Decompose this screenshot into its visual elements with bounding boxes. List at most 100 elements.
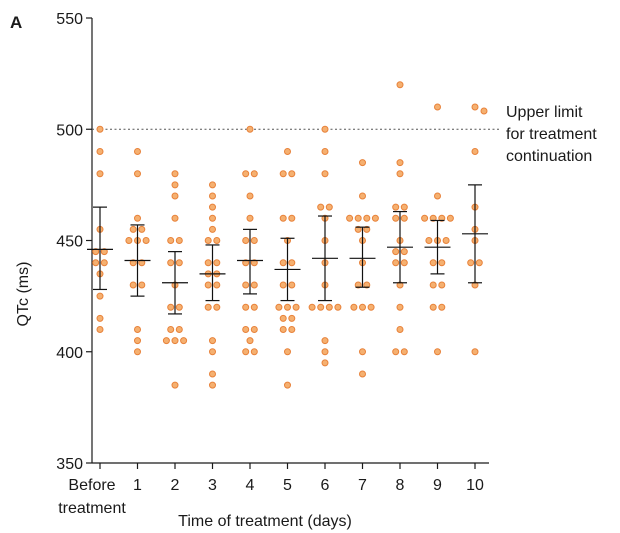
- y-tick-label: 550: [56, 11, 83, 28]
- data-point: [96, 125, 104, 133]
- data-point: [396, 303, 404, 311]
- data-point: [396, 81, 404, 89]
- data-point: [167, 237, 175, 244]
- x-tick-label: 4: [246, 477, 255, 494]
- data-point: [275, 303, 283, 311]
- y-tick-label: 400: [56, 345, 83, 362]
- data-point: [209, 337, 216, 345]
- data-point: [321, 348, 329, 356]
- data-point: [429, 259, 437, 267]
- data-point: [325, 303, 333, 311]
- data-point: [209, 214, 216, 222]
- data-point: [392, 259, 400, 267]
- data-point: [242, 237, 250, 244]
- data-point: [175, 326, 183, 333]
- data-point: [429, 281, 437, 289]
- data-point: [171, 170, 179, 178]
- data-point: [446, 214, 454, 222]
- data-point: [171, 214, 179, 222]
- data-point: [396, 326, 404, 333]
- data-point: [175, 259, 183, 267]
- mean-error-bars: [87, 184, 488, 315]
- data-point: [129, 259, 137, 267]
- data-point: [438, 214, 446, 222]
- data-point: [363, 214, 371, 222]
- data-point: [284, 303, 291, 311]
- data-point: [250, 170, 258, 178]
- legend-marker: [480, 107, 488, 115]
- data-point: [96, 314, 104, 322]
- data-point: [359, 159, 366, 167]
- data-point: [96, 292, 104, 300]
- data-point: [288, 326, 296, 333]
- data-point: [317, 303, 325, 311]
- data-point: [242, 259, 250, 267]
- data-point: [438, 303, 446, 311]
- data-point: [209, 181, 216, 189]
- data-point: [129, 281, 137, 289]
- data-point: [204, 303, 212, 311]
- data-point: [334, 303, 342, 311]
- data-point: [279, 259, 287, 267]
- data-point: [250, 326, 258, 333]
- data-point: [142, 237, 150, 244]
- data-point: [167, 303, 175, 311]
- reference-legend: Upper limit for treatment continuation: [480, 104, 597, 165]
- data-point: [279, 326, 287, 333]
- data-point: [321, 359, 329, 367]
- data-point: [167, 259, 175, 267]
- data-point: [171, 381, 179, 389]
- data-point: [138, 259, 146, 267]
- data-point: [250, 259, 258, 267]
- data-point: [392, 348, 400, 356]
- data-point: [92, 248, 100, 256]
- data-point: [209, 192, 216, 200]
- data-point: [213, 303, 221, 311]
- data-point: [162, 337, 170, 345]
- data-point: [284, 381, 291, 389]
- x-tick-label: 7: [358, 477, 367, 494]
- data-point: [321, 170, 329, 178]
- data-point: [438, 259, 446, 267]
- x-tick-label: 5: [283, 477, 292, 494]
- data-point: [209, 348, 216, 356]
- data-point: [175, 303, 183, 311]
- data-point: [125, 237, 133, 244]
- x-axis-title: Time of treatment (days): [178, 513, 352, 530]
- data-point: [134, 337, 141, 345]
- data-point: [354, 281, 362, 289]
- data-point: [96, 148, 104, 155]
- y-tick-label: 500: [56, 122, 83, 139]
- data-point: [279, 170, 287, 178]
- data-point: [434, 192, 441, 200]
- data-point: [213, 259, 221, 267]
- data-point: [213, 281, 221, 289]
- data-point: [175, 237, 183, 244]
- data-point: [354, 214, 362, 222]
- data-point: [284, 348, 291, 356]
- data-point: [250, 281, 258, 289]
- data-point: [279, 281, 287, 289]
- data-point: [171, 181, 179, 189]
- data-point: [321, 125, 329, 133]
- data-point: [209, 370, 216, 378]
- data-point: [429, 303, 437, 311]
- data-point: [204, 237, 212, 244]
- data-point: [442, 237, 450, 244]
- data-point: [288, 259, 296, 267]
- x-tick-label: 6: [321, 477, 330, 494]
- y-axis: 350 400 450 500 550: [56, 11, 93, 473]
- y-axis-title: QTc (ms): [15, 262, 32, 327]
- data-point: [209, 381, 216, 389]
- data-point: [438, 281, 446, 289]
- data-point: [96, 326, 104, 333]
- data-point: [204, 259, 212, 267]
- data-point: [434, 103, 441, 111]
- data-point: [288, 281, 296, 289]
- data-point: [171, 192, 179, 200]
- data-point: [317, 203, 325, 211]
- data-point: [434, 348, 441, 356]
- data-point: [392, 203, 400, 211]
- data-point: [246, 125, 254, 133]
